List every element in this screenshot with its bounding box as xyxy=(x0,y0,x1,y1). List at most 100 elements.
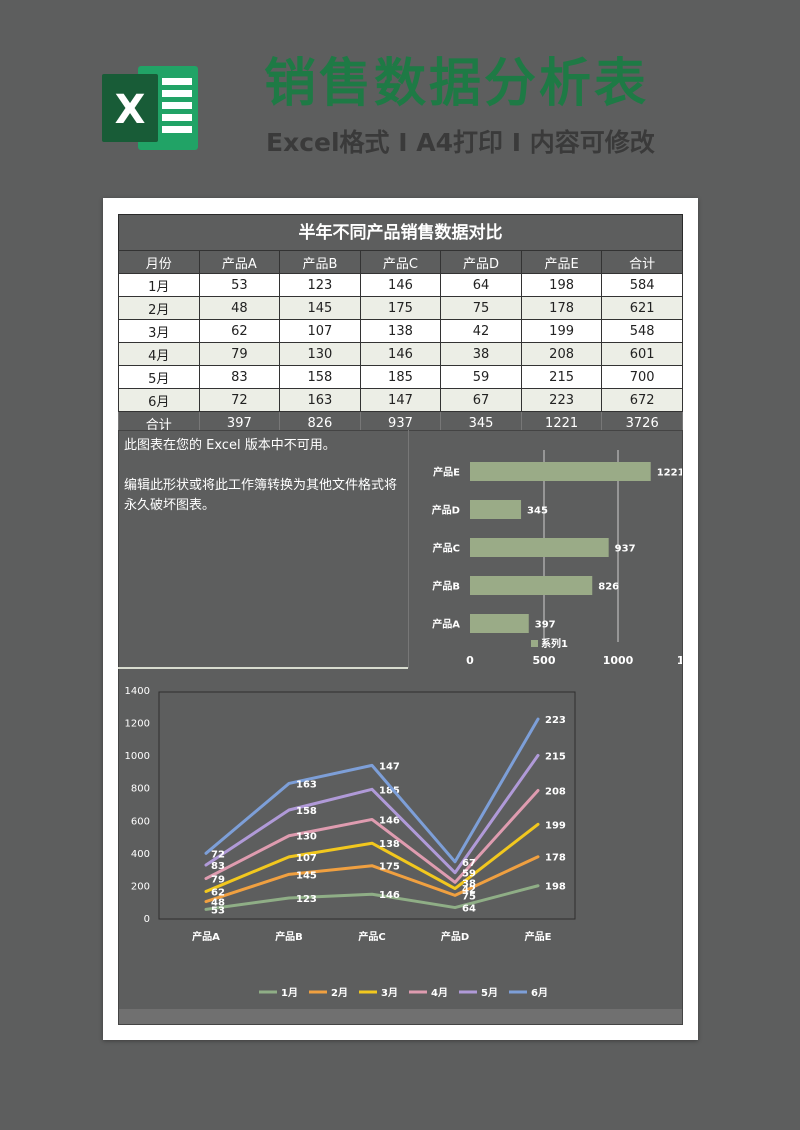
unavailable-line-2: 编辑此形状或将此工作簿转换为其他文件格式将永久破坏图表。 xyxy=(124,478,398,513)
chart-unavailable-message: 此图表在您的 Excel 版本中不可用。 编辑此形状或将此工作簿转换为其他文件格… xyxy=(124,436,404,516)
header-cell: 产品C xyxy=(359,250,442,274)
chart-panel xyxy=(118,430,683,1025)
line-data-label: 79 xyxy=(211,875,225,886)
table-cell: 548 xyxy=(601,319,683,343)
bar-chart: 产品A 397 产品B 826 产品C 937 产品D 345 产品E 1221 0 500 1000 1… xyxy=(432,450,682,667)
line-y-tick-label: 1400 xyxy=(125,686,150,697)
line-data-label: 38 xyxy=(462,878,476,889)
header-cell: 产品E xyxy=(520,250,603,274)
table-cell: 158 xyxy=(279,365,361,389)
panel-divider-horizontal xyxy=(118,667,408,669)
line-series xyxy=(204,884,540,911)
line-data-label: 145 xyxy=(296,870,317,881)
line-data-label: 83 xyxy=(211,861,225,872)
table-cell: 138 xyxy=(359,319,442,343)
table-row: 5月 83 158 185 59 215 700 xyxy=(118,365,683,389)
line-legend-label: 2月 xyxy=(331,987,348,999)
table-cell: 178 xyxy=(520,296,603,320)
bar-x-tick-label: 500 xyxy=(533,654,556,667)
table-cell: 198 xyxy=(520,273,603,297)
bar-value-label: 826 xyxy=(598,582,619,593)
table-cell: 601 xyxy=(601,342,683,366)
line-data-label: 158 xyxy=(296,806,317,817)
bar xyxy=(470,538,609,557)
bar-legend-swatch xyxy=(531,640,538,647)
table-cell: 59 xyxy=(440,365,522,389)
table-cell: 208 xyxy=(520,342,603,366)
panel-footer-strip xyxy=(119,1009,682,1024)
bar-legend-label: 系列1 xyxy=(541,637,568,650)
line-x-tick-label: 产品E xyxy=(525,930,552,943)
line-data-label: 199 xyxy=(545,820,566,831)
line-data-label: 67 xyxy=(462,858,476,869)
table-cell: 215 xyxy=(520,365,603,389)
table-title: 半年不同产品销售数据对比 xyxy=(118,214,683,250)
table-cell: 79 xyxy=(198,342,281,366)
table-cell: 107 xyxy=(279,319,361,343)
bar xyxy=(470,614,529,633)
line-data-label: 48 xyxy=(211,898,225,909)
table-cell: 48 xyxy=(198,296,281,320)
table-cell: 130 xyxy=(279,342,361,366)
line-data-label: 42 xyxy=(462,885,476,896)
line-data-label: 59 xyxy=(462,869,476,880)
line-series xyxy=(204,855,540,904)
table-cell: 163 xyxy=(279,388,361,412)
line-data-label: 215 xyxy=(545,751,566,762)
table-cell: 53 xyxy=(198,273,281,297)
line-y-tick-label: 400 xyxy=(131,849,150,860)
line-legend-label: 6月 xyxy=(531,987,548,999)
line-y-tick-label: 200 xyxy=(131,881,150,892)
line-data-label: 178 xyxy=(545,853,566,864)
line-y-tick-label: 1200 xyxy=(125,719,150,730)
line-series xyxy=(204,753,540,875)
header-cell: 产品B xyxy=(279,250,361,274)
line-data-label: 208 xyxy=(545,786,566,797)
table-cell: 175 xyxy=(359,296,442,320)
sales-table: 半年不同产品销售数据对比 月份 产品A 产品B 产品C 产品D 产品E 合计 1… xyxy=(118,214,683,435)
line-data-label: 72 xyxy=(211,849,225,860)
bar-x-tick-label: 0 xyxy=(466,654,474,667)
header-cell: 产品A xyxy=(198,250,281,274)
table-cell: 199 xyxy=(520,319,603,343)
bar-category-label: 产品D xyxy=(432,504,460,517)
header-cell: 产品D xyxy=(440,250,522,274)
table-cell: 75 xyxy=(440,296,522,320)
table-cell: 700 xyxy=(601,365,683,389)
line-data-label: 175 xyxy=(379,862,400,873)
table-row: 3月 62 107 138 42 199 548 xyxy=(118,319,683,343)
bar-value-label: 397 xyxy=(535,620,556,631)
line-y-tick-label: 1000 xyxy=(125,751,150,762)
panel-divider-vertical xyxy=(408,430,409,668)
table-cell: 145 xyxy=(279,296,361,320)
line-series xyxy=(204,717,540,864)
line-data-label: 147 xyxy=(379,761,400,772)
table-row: 6月 72 163 147 67 223 672 xyxy=(118,388,683,412)
line-data-label: 123 xyxy=(296,894,317,905)
line-y-tick-label: 600 xyxy=(131,816,150,827)
bar-category-label: 产品E xyxy=(433,466,460,479)
line-chart: 0 200 400 600 800 1000 1200 1400 产品A 产品B 产品C 产品D 产品E… xyxy=(125,686,576,999)
line-data-label: 146 xyxy=(379,815,400,826)
table-cell: 584 xyxy=(601,273,683,297)
bar-value-label: 345 xyxy=(527,506,548,517)
table-cell: 185 xyxy=(359,365,442,389)
table-cell: 123 xyxy=(279,273,361,297)
bar xyxy=(470,462,651,481)
page-subtitle: Excel格式 I A4打印 I 内容可修改 xyxy=(266,128,655,157)
table-cell: 62 xyxy=(198,319,281,343)
line-data-label: 130 xyxy=(296,832,317,843)
page-title: 销售数据分析表 xyxy=(264,54,650,114)
line-data-label: 185 xyxy=(379,785,400,796)
line-data-label: 223 xyxy=(545,715,566,726)
table-cell: 621 xyxy=(601,296,683,320)
line-data-label: 146 xyxy=(379,890,400,901)
line-data-label: 75 xyxy=(462,891,476,902)
table-row: 1月 53 123 146 64 198 584 xyxy=(118,273,683,297)
header-row: 月份 产品A 产品B 产品C 产品D 产品E 合计 xyxy=(118,250,683,274)
line-data-label: 62 xyxy=(211,887,225,898)
bar-category-label: 产品B xyxy=(432,580,460,593)
line-legend-label: 3月 xyxy=(381,987,398,999)
line-x-tick-label: 产品C xyxy=(358,930,385,943)
header-cell: 月份 xyxy=(118,250,200,274)
